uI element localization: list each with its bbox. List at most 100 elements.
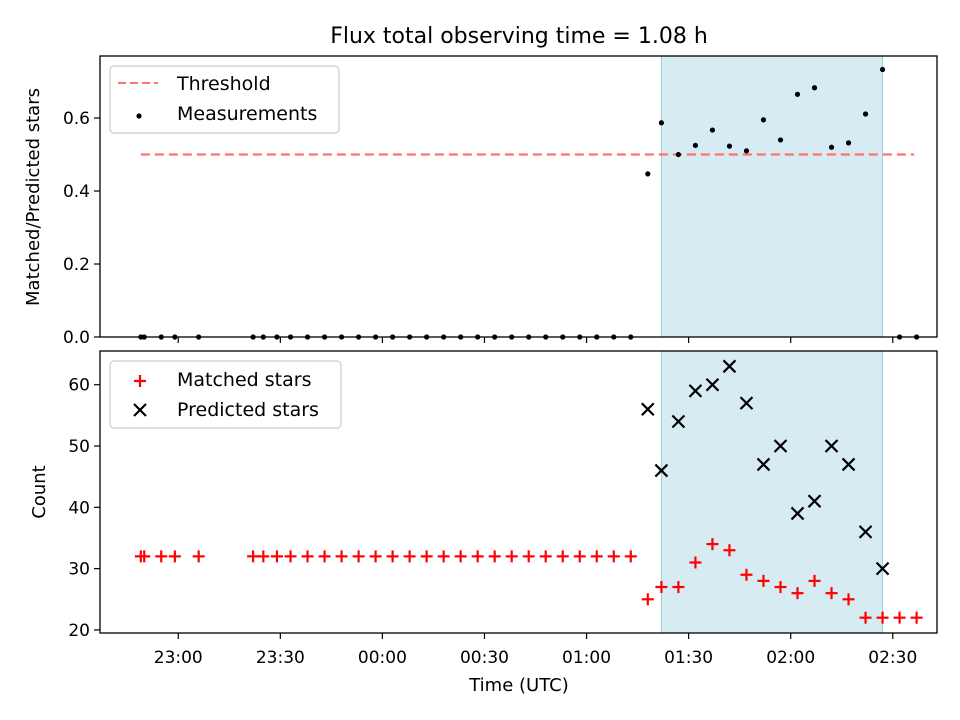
matched-star-point [624, 550, 637, 563]
bottom-highlight-span [660, 350, 884, 634]
matched-star-point [641, 593, 654, 606]
top-highlight-span [660, 55, 884, 338]
x-tick-label: 00:30 [460, 648, 509, 668]
y-tick-label: 30 [68, 560, 90, 580]
top-plot-marks [138, 66, 920, 340]
predicted-star-stroke-b [641, 402, 655, 417]
matched-star-point [284, 550, 297, 563]
measurement-point [845, 140, 852, 146]
measurement-point [675, 151, 682, 158]
y-tick-label: 50 [68, 437, 90, 457]
matched-star-point [573, 550, 586, 563]
bottom-x-axis: 23:00 23:30 00:00 00:30 01:00 01:30 02:00 02:30 [154, 633, 917, 668]
matched-star-point [247, 550, 260, 563]
bottom-y-axis-label: Count [29, 465, 50, 518]
measurement-point [743, 148, 750, 154]
matched-star-point [556, 550, 569, 563]
predicted-star-stroke-b [705, 377, 720, 392]
matched-star-point [723, 544, 736, 557]
predicted-star-stroke-b [773, 439, 788, 453]
legend-measurements-swatch [136, 113, 142, 119]
measurement-point [794, 91, 801, 97]
legend-measurements-label: Measurements [177, 103, 317, 125]
bottom-y-axis: 20 30 40 50 60 [68, 376, 100, 641]
x-tick-label: 01:00 [562, 648, 611, 668]
x-tick-label: 02:30 [868, 648, 917, 668]
top-legend: Threshold Measurements [109, 65, 340, 134]
predicted-star-point [671, 414, 686, 429]
y-tick-label: 40 [68, 498, 90, 518]
predicted-star-stroke-b [824, 439, 839, 453]
predicted-star-point [790, 506, 805, 521]
predicted-star-stroke-b [739, 396, 754, 410]
measurement-point [726, 143, 733, 149]
predicted-star-point [641, 402, 655, 417]
matched-star-point [740, 568, 753, 581]
measurement-point [828, 144, 835, 150]
matched-star-point [791, 587, 804, 600]
matched-star-point [910, 611, 923, 624]
matched-star-point [318, 550, 331, 563]
predicted-star-point [688, 384, 703, 398]
predicted-star-stroke-b [790, 506, 805, 521]
predicted-star-stroke-b [654, 463, 669, 478]
matched-star-point [774, 581, 787, 594]
y-tick-label: 0.2 [63, 255, 90, 275]
x-tick-label: 23:00 [154, 648, 203, 668]
x-tick-label: 00:00 [358, 648, 407, 668]
matched-star-point [859, 611, 872, 624]
y-tick-label: 20 [68, 621, 90, 641]
predicted-star-point [875, 561, 890, 576]
top-panel: Flux total observing time = 1.08 h 0.00.… [23, 24, 938, 348]
matched-star-point [893, 611, 906, 624]
bottom-plot-frame [99, 350, 938, 634]
measurement-point [645, 171, 651, 177]
matched-star-point [488, 550, 501, 563]
matched-star-point [471, 550, 484, 563]
legend-predicted-swatch [133, 403, 147, 417]
chart-title: Flux total observing time = 1.08 h [330, 24, 708, 49]
predicted-star-stroke-b [688, 384, 703, 398]
matched-star-point [420, 550, 433, 563]
predicted-star-point [858, 525, 873, 539]
predicted-star-stroke-b [807, 494, 822, 508]
matched-star-point [590, 550, 603, 563]
matched-star-point [270, 550, 283, 563]
x-tick-label: 23:30 [256, 648, 305, 668]
y-tick-label: 60 [68, 376, 90, 396]
matched-star-point [522, 550, 535, 563]
matched-star-point [138, 550, 151, 563]
legend-threshold-label: Threshold [176, 73, 271, 95]
predicted-star-stroke-b [841, 457, 856, 472]
predicted-star-point [841, 457, 856, 472]
matched-star-point [672, 581, 685, 594]
matched-star-point [505, 550, 518, 563]
top-y-axis-label: Matched/Predicted stars [23, 88, 44, 306]
predicted-star-stroke-b [722, 359, 737, 374]
bottom-plot-marks [134, 359, 923, 624]
predicted-star-stroke-b [875, 561, 890, 576]
measurement-point [811, 85, 818, 91]
predicted-star-point [807, 494, 822, 508]
predicted-star-point [705, 377, 720, 392]
bottom-panel: 20 30 40 50 60 23:00 23:30 00:00 00:30 01:00 01:3… [29, 350, 938, 696]
matched-star-point [257, 550, 270, 563]
predicted-star-point [773, 439, 788, 453]
matched-star-point [876, 611, 889, 624]
matched-star-point [539, 550, 552, 563]
legend-predicted-label: Predicted stars [177, 399, 319, 421]
matched-star-point [155, 550, 168, 563]
top-x-ticks [177, 337, 894, 343]
top-y-axis: 0.0 0.2 0.4 0.6 [63, 109, 100, 348]
matched-star-point [607, 550, 620, 563]
y-tick-label: 0.4 [63, 182, 90, 202]
bottom-legend: Matched stars Predicted stars [109, 360, 342, 429]
predicted-star-stroke-b [858, 525, 873, 539]
matched-star-point [192, 550, 205, 563]
matched-star-point [655, 581, 668, 594]
measurement-point [658, 120, 665, 126]
predicted-star-point [824, 439, 839, 453]
x-tick-label: 01:30 [664, 648, 713, 668]
predicted-star-point [739, 396, 754, 410]
x-tick-label: 02:00 [766, 648, 815, 668]
